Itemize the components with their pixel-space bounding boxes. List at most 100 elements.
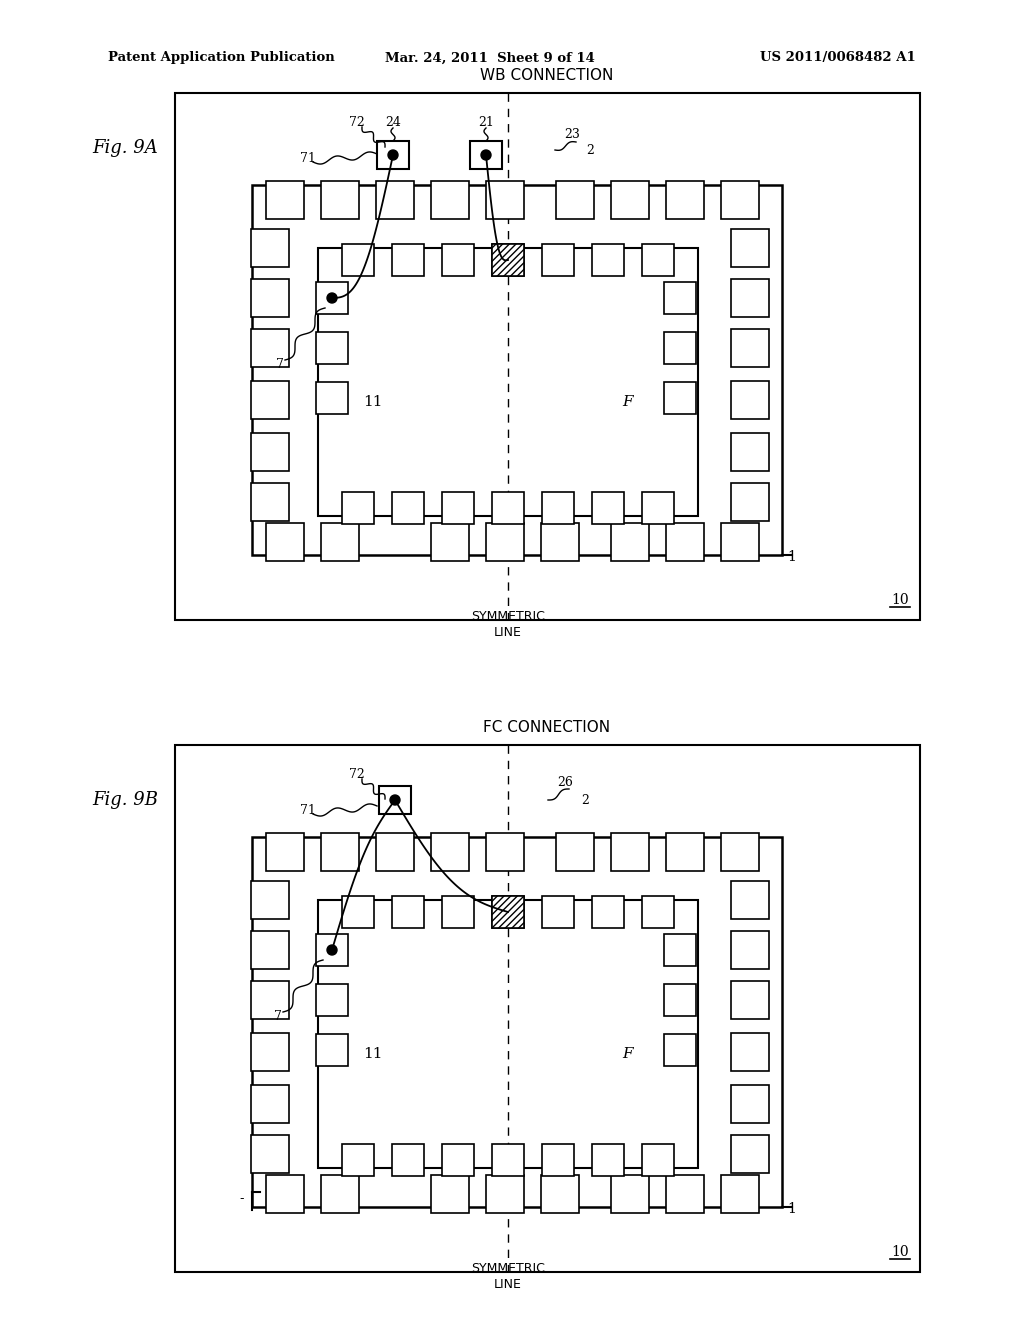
Bar xyxy=(431,833,469,871)
Text: Fig. 9A: Fig. 9A xyxy=(92,139,158,157)
Text: 71: 71 xyxy=(300,152,316,165)
Text: 11: 11 xyxy=(362,395,383,409)
Text: 21: 21 xyxy=(478,116,494,128)
Bar xyxy=(664,381,696,414)
Text: 71: 71 xyxy=(300,804,316,817)
Bar xyxy=(721,181,759,219)
Bar xyxy=(721,833,759,871)
Bar xyxy=(252,837,782,1206)
Bar xyxy=(731,433,769,471)
Bar xyxy=(251,329,289,367)
Bar xyxy=(316,381,348,414)
Bar xyxy=(492,896,524,928)
Bar xyxy=(731,228,769,267)
Bar xyxy=(486,523,524,561)
Bar xyxy=(731,279,769,317)
Bar xyxy=(556,833,594,871)
Bar xyxy=(342,1144,374,1176)
Bar xyxy=(251,1034,289,1071)
Bar xyxy=(321,523,359,561)
Text: FC CONNECTION: FC CONNECTION xyxy=(483,719,610,734)
Bar xyxy=(392,244,424,276)
Bar xyxy=(731,1085,769,1123)
Text: 24: 24 xyxy=(385,116,401,128)
Text: 23: 23 xyxy=(564,128,580,141)
Bar xyxy=(251,1085,289,1123)
Bar xyxy=(486,181,524,219)
Bar xyxy=(666,1175,705,1213)
Bar xyxy=(442,1144,474,1176)
Bar xyxy=(664,935,696,966)
Bar xyxy=(316,1034,348,1067)
Bar xyxy=(666,523,705,561)
Circle shape xyxy=(388,150,398,160)
Bar xyxy=(175,92,920,620)
Bar xyxy=(379,785,411,814)
Bar xyxy=(392,1144,424,1176)
Bar xyxy=(492,492,524,524)
Text: 11: 11 xyxy=(362,1047,383,1061)
Bar xyxy=(266,523,304,561)
Text: US 2011/0068482 A1: US 2011/0068482 A1 xyxy=(760,51,916,65)
Bar xyxy=(486,833,524,871)
Bar xyxy=(251,279,289,317)
Bar xyxy=(492,244,524,276)
Circle shape xyxy=(327,945,337,954)
Text: 1: 1 xyxy=(787,550,796,564)
Circle shape xyxy=(481,150,490,160)
Text: 10: 10 xyxy=(891,1245,909,1259)
Bar xyxy=(664,282,696,314)
Bar xyxy=(731,880,769,919)
Text: 2: 2 xyxy=(586,144,594,157)
Bar xyxy=(431,523,469,561)
Bar xyxy=(251,381,289,418)
Bar xyxy=(542,244,574,276)
Text: F: F xyxy=(623,395,633,409)
Bar xyxy=(252,185,782,554)
Bar xyxy=(611,833,649,871)
Text: SYMMETRIC
LINE: SYMMETRIC LINE xyxy=(471,610,545,639)
Bar xyxy=(392,492,424,524)
Bar xyxy=(431,1175,469,1213)
Text: Fig. 9B: Fig. 9B xyxy=(92,791,158,809)
Bar xyxy=(666,181,705,219)
Bar xyxy=(470,141,502,169)
Bar xyxy=(592,244,624,276)
Bar xyxy=(318,248,698,516)
Text: 7: 7 xyxy=(274,1011,282,1023)
Bar xyxy=(376,181,414,219)
Bar xyxy=(321,1175,359,1213)
Bar xyxy=(251,1135,289,1173)
Bar xyxy=(611,1175,649,1213)
Text: WB CONNECTION: WB CONNECTION xyxy=(480,67,613,82)
Bar xyxy=(321,181,359,219)
Bar xyxy=(492,896,524,928)
Bar xyxy=(392,896,424,928)
Bar xyxy=(642,896,674,928)
Bar xyxy=(251,483,289,521)
Bar xyxy=(486,1175,524,1213)
Bar xyxy=(666,833,705,871)
Bar xyxy=(492,244,524,276)
Bar xyxy=(556,181,594,219)
Bar xyxy=(611,523,649,561)
Bar xyxy=(377,141,409,169)
Bar xyxy=(664,983,696,1016)
Bar xyxy=(251,228,289,267)
Bar xyxy=(664,1034,696,1067)
Text: 1: 1 xyxy=(787,1203,796,1216)
Bar xyxy=(316,282,348,314)
Bar xyxy=(266,833,304,871)
Bar xyxy=(316,983,348,1016)
Bar xyxy=(318,900,698,1168)
Text: Mar. 24, 2011  Sheet 9 of 14: Mar. 24, 2011 Sheet 9 of 14 xyxy=(385,51,595,65)
Text: 26: 26 xyxy=(557,776,573,788)
Text: 72: 72 xyxy=(349,116,365,128)
Circle shape xyxy=(390,795,400,805)
Bar xyxy=(542,896,574,928)
Bar xyxy=(321,833,359,871)
Bar xyxy=(731,931,769,969)
Bar xyxy=(592,492,624,524)
Bar xyxy=(442,896,474,928)
Bar xyxy=(642,1144,674,1176)
